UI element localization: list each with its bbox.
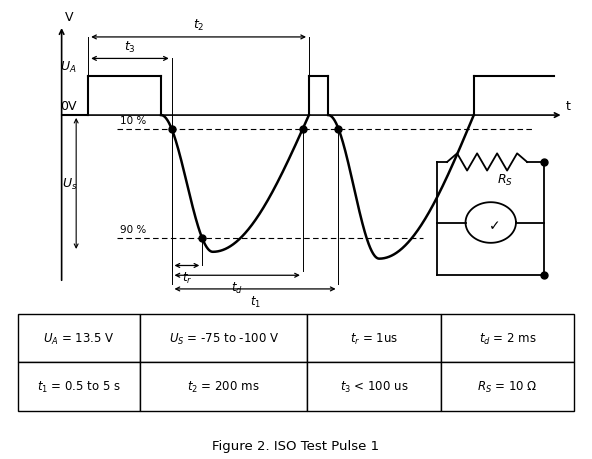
Text: Figure 2. ISO Test Pulse 1: Figure 2. ISO Test Pulse 1	[213, 439, 379, 452]
Text: $R_S$: $R_S$	[497, 172, 513, 187]
Text: V: V	[65, 11, 73, 24]
Text: 0V: 0V	[60, 100, 76, 113]
Bar	[307, 363, 440, 411]
Bar	[140, 314, 307, 363]
Text: $t_3$ < 100 us: $t_3$ < 100 us	[340, 379, 408, 394]
Text: $U_S$ = -75 to -100 V: $U_S$ = -75 to -100 V	[169, 331, 279, 346]
Text: $t_1$: $t_1$	[249, 294, 260, 309]
Bar	[440, 314, 574, 363]
Text: $t_d$ = 2 ms: $t_d$ = 2 ms	[479, 331, 536, 346]
Text: $t_2$: $t_2$	[193, 18, 204, 33]
Text: $U_s$: $U_s$	[62, 177, 78, 191]
Text: $R_S$ = 10 Ω: $R_S$ = 10 Ω	[477, 379, 538, 394]
Text: $t_2$ = 200 ms: $t_2$ = 200 ms	[187, 379, 260, 394]
Text: $U_A$ = 13.5 V: $U_A$ = 13.5 V	[43, 331, 115, 346]
Text: $\checkmark$: $\checkmark$	[488, 218, 499, 232]
Bar	[18, 363, 140, 411]
Text: $t_1$ = 0.5 to 5 s: $t_1$ = 0.5 to 5 s	[37, 379, 121, 394]
Bar	[307, 314, 440, 363]
Bar	[440, 363, 574, 411]
Text: t: t	[566, 100, 571, 113]
Text: $t_r$: $t_r$	[182, 271, 192, 285]
Text: $t_3$: $t_3$	[124, 39, 136, 55]
Text: $t_d$: $t_d$	[231, 280, 243, 296]
Text: 10 %: 10 %	[120, 116, 146, 126]
Text: 90 %: 90 %	[120, 225, 146, 235]
Text: $U_A$: $U_A$	[60, 60, 76, 75]
Text: $t_r$ = 1us: $t_r$ = 1us	[350, 331, 398, 346]
Bar	[140, 363, 307, 411]
Bar	[18, 314, 140, 363]
